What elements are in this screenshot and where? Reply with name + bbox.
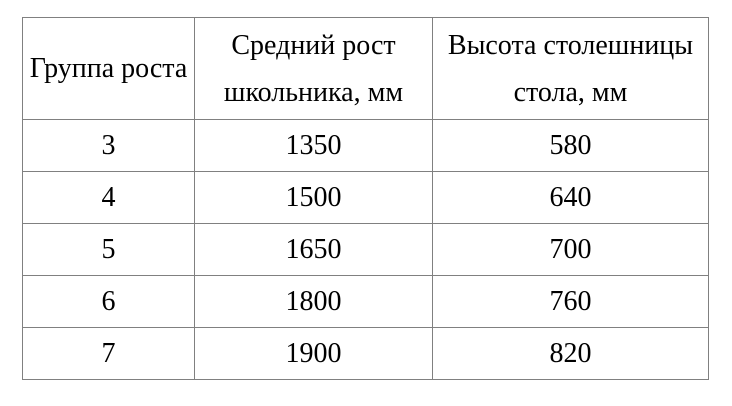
table-row: 4 1500 640 <box>22 171 709 224</box>
header-avg-height-line2: школьника, мм <box>223 76 404 108</box>
cell-desk-height: 700 <box>432 223 709 276</box>
cell-desk-height: 820 <box>432 327 709 380</box>
cell-group: 3 <box>22 119 195 172</box>
height-groups-table-container: Группа роста Средний рост школьника, мм … <box>22 17 709 380</box>
height-groups-table: Группа роста Средний рост школьника, мм … <box>22 17 709 380</box>
table-row: 3 1350 580 <box>22 119 709 172</box>
cell-avg-height: 1500 <box>194 171 433 224</box>
table-header-row: Группа роста Средний рост школьника, мм … <box>22 17 709 120</box>
cell-group: 4 <box>22 171 195 224</box>
cell-avg-height: 1350 <box>194 119 433 172</box>
header-group-label: Группа роста <box>29 53 188 84</box>
table-row: 7 1900 820 <box>22 327 709 380</box>
header-desk-height-line2: стола, мм <box>513 76 628 108</box>
header-cell-desk-height: Высота столешницы стола, мм <box>432 17 709 120</box>
cell-group: 6 <box>22 275 195 328</box>
header-cell-avg-height: Средний рост школьника, мм <box>194 17 433 120</box>
cell-avg-height: 1650 <box>194 223 433 276</box>
header-desk-height-line1: Высота столешницы <box>447 29 694 61</box>
cell-desk-height: 580 <box>432 119 709 172</box>
cell-desk-height: 760 <box>432 275 709 328</box>
cell-avg-height: 1900 <box>194 327 433 380</box>
table-row: 5 1650 700 <box>22 223 709 276</box>
header-cell-group: Группа роста <box>22 17 195 120</box>
table-row: 6 1800 760 <box>22 275 709 328</box>
cell-group: 5 <box>22 223 195 276</box>
cell-desk-height: 640 <box>432 171 709 224</box>
cell-group: 7 <box>22 327 195 380</box>
cell-avg-height: 1800 <box>194 275 433 328</box>
header-avg-height-line1: Средний рост <box>231 29 396 61</box>
